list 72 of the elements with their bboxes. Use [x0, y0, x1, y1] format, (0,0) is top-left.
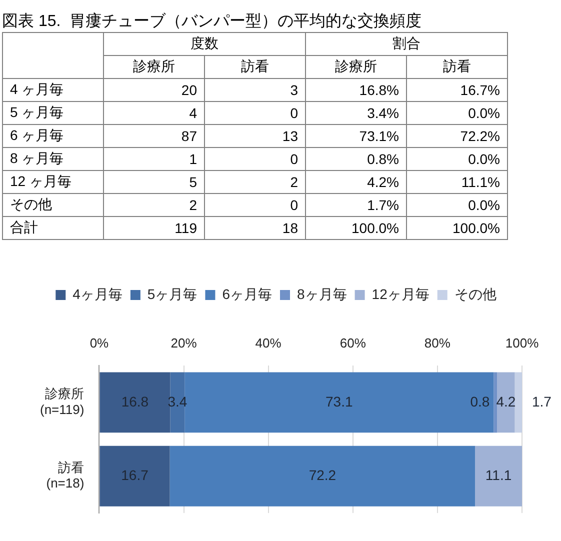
x-tick-label: 40%: [255, 335, 282, 350]
data-label: 4.2%: [306, 170, 406, 194]
chart-title: 図表 15. 胃瘻チューブ（バンパー型）の平均的な交換頻度: [2, 12, 423, 32]
x-tick-label: 診療所: [306, 56, 406, 78]
data-label: 0.0%: [406, 194, 508, 216]
x-tick-label: 訪看: [204, 56, 306, 78]
y-tick-label: 12 ヶ月毎: [2, 170, 104, 194]
data-label: 1.7%: [306, 194, 406, 216]
bar: [170, 372, 185, 433]
bar: [100, 446, 170, 506]
x-tick-label: 0%: [90, 335, 110, 350]
y-tick-label: 5 ヶ月毎: [2, 102, 104, 124]
data-label: 11.1: [485, 467, 512, 484]
bar: [170, 446, 476, 506]
x-tick-label: 60%: [340, 335, 366, 350]
y-tick-label: 診療所 (n=119): [40, 386, 84, 417]
bar: [497, 372, 515, 433]
data-label: 0: [204, 194, 306, 216]
data-label: 4: [104, 102, 204, 124]
data-label: 100.0%: [406, 216, 508, 240]
x-tick-label: 20%: [170, 335, 198, 350]
bar: [475, 446, 522, 506]
y-tick-label: その他: [2, 194, 104, 216]
legend-label: 5ヶ月毎: [147, 286, 198, 302]
data-label: 0.8: [470, 393, 490, 410]
x-tick-label: 80%: [424, 335, 451, 350]
y-tick-label: 訪看 (n=18): [46, 460, 84, 491]
legend-label: 6ヶ月毎: [222, 286, 272, 302]
x-tick-label: 訪看: [406, 56, 508, 78]
data-label: 0: [204, 102, 306, 124]
data-label: 2: [204, 170, 306, 194]
data-label: 18: [204, 216, 306, 240]
data-label: 3.4: [168, 393, 188, 410]
data-label: 16.8%: [306, 78, 406, 102]
data-label: 5: [104, 170, 204, 194]
legend-label: 12ヶ月毎: [372, 286, 430, 302]
data-label: 0.8%: [306, 148, 406, 170]
data-label: 72.2%: [406, 124, 508, 148]
text: 割合: [306, 32, 508, 56]
legend-label: 4ヶ月毎: [72, 286, 122, 302]
data-label: 16.8: [121, 393, 149, 410]
bar: [494, 372, 498, 433]
data-label: 11.1%: [406, 170, 508, 194]
data-label: 73.1: [326, 393, 353, 410]
data-label: 0.0%: [406, 102, 508, 124]
legend-label: 8ヶ月毎: [297, 286, 347, 302]
data-label: 3: [204, 78, 306, 102]
x-tick-label: 診療所: [104, 56, 204, 78]
data-label: 2: [104, 194, 204, 216]
data-label: 119: [104, 216, 204, 240]
data-label: 13: [204, 124, 306, 148]
data-label: 0.0%: [406, 148, 508, 170]
data-label: 0: [204, 148, 306, 170]
data-label: 1: [104, 148, 204, 170]
data-label: 16.7: [121, 467, 149, 484]
data-label: 16.7%: [406, 78, 508, 102]
y-tick-label: 合計: [2, 216, 104, 240]
y-tick-label: 6 ヶ月毎: [2, 124, 104, 148]
data-label: 87: [104, 124, 204, 148]
data-label: 100.0%: [306, 216, 406, 240]
data-label: 3.4%: [306, 102, 406, 124]
text: 度数: [104, 32, 306, 56]
y-tick-label: 8 ヶ月毎: [2, 148, 104, 170]
legend-label: その他: [454, 286, 496, 302]
data-label: 20: [104, 78, 204, 102]
data-label: 1.7: [532, 393, 552, 410]
data-label: 4.2: [496, 393, 516, 410]
x-tick-label: 100%: [505, 335, 540, 350]
y-tick-label: 4 ヶ月毎: [2, 78, 104, 102]
bar: [514, 372, 522, 433]
data-label: 72.2: [308, 467, 336, 484]
data-label: 73.1%: [306, 124, 406, 148]
